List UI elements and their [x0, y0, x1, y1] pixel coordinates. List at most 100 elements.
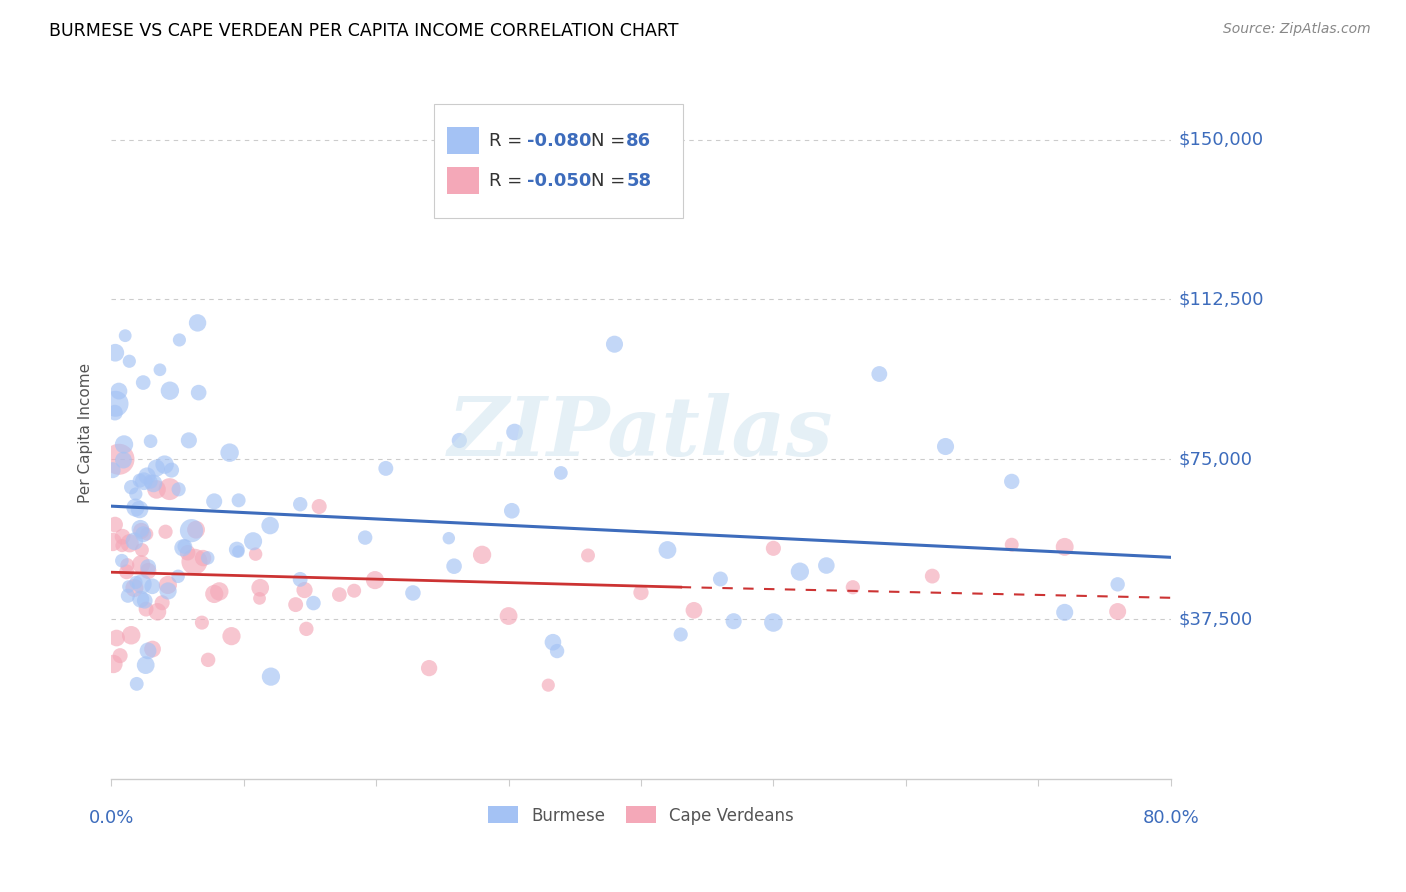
Point	[118, 536, 141, 550]
Point	[709, 572, 731, 586]
Text: Source: ZipAtlas.com: Source: ZipAtlas.com	[1223, 22, 1371, 37]
Point	[418, 661, 440, 675]
Point	[443, 559, 465, 574]
Point	[191, 551, 214, 566]
Point	[815, 558, 838, 573]
Point	[1107, 577, 1129, 591]
Point	[842, 580, 865, 594]
Point	[176, 546, 198, 560]
Text: $75,000: $75,000	[1180, 450, 1253, 468]
Point	[108, 648, 131, 663]
Point	[117, 558, 139, 573]
Point	[149, 363, 172, 377]
Point	[104, 406, 127, 420]
Text: R =: R =	[489, 172, 529, 190]
Point	[167, 569, 190, 583]
Point	[117, 580, 139, 594]
Text: 80.0%: 80.0%	[1142, 809, 1199, 828]
Y-axis label: Per Capita Income: Per Capita Income	[79, 362, 93, 503]
Point	[1001, 475, 1024, 489]
Point	[129, 522, 152, 536]
Point	[868, 367, 890, 381]
Point	[669, 627, 692, 641]
Point	[184, 523, 207, 537]
Text: BURMESE VS CAPE VERDEAN PER CAPITA INCOME CORRELATION CHART: BURMESE VS CAPE VERDEAN PER CAPITA INCOM…	[49, 22, 679, 40]
Point	[228, 493, 250, 508]
Point	[145, 461, 167, 475]
Point	[202, 587, 225, 601]
Point	[146, 605, 169, 619]
Point	[117, 589, 139, 603]
Point	[136, 644, 159, 658]
Point	[132, 527, 155, 541]
Text: -0.050: -0.050	[527, 172, 591, 190]
Point	[118, 354, 141, 368]
Point	[218, 445, 240, 459]
Point	[437, 531, 460, 545]
Point	[125, 677, 148, 691]
Point	[124, 534, 146, 549]
Point	[284, 598, 307, 612]
Text: 0.0%: 0.0%	[89, 809, 134, 828]
Point	[125, 487, 148, 501]
Text: ZIPatlas: ZIPatlas	[449, 392, 834, 473]
Point	[449, 434, 471, 448]
Point	[160, 463, 183, 477]
Point	[302, 596, 325, 610]
Point	[471, 548, 494, 562]
Point	[208, 584, 231, 599]
Point	[789, 565, 811, 579]
Point	[308, 500, 330, 514]
Point	[657, 543, 679, 558]
Point	[104, 517, 127, 532]
Point	[260, 670, 283, 684]
Point	[157, 583, 180, 598]
Point	[1001, 538, 1024, 552]
Text: R =: R =	[489, 132, 529, 150]
Point	[245, 547, 267, 561]
Point	[934, 440, 956, 454]
Point	[498, 609, 520, 624]
Point	[225, 542, 247, 557]
Legend: Burmese, Cape Verdeans: Burmese, Cape Verdeans	[479, 798, 801, 833]
Point	[290, 497, 312, 511]
Point	[111, 554, 134, 568]
Point	[139, 475, 162, 489]
Point	[762, 541, 785, 556]
Text: $112,500: $112,500	[1180, 291, 1264, 309]
Point	[221, 629, 243, 643]
Point	[128, 474, 150, 488]
Point	[187, 316, 209, 330]
Point	[128, 502, 150, 516]
Point	[129, 558, 152, 572]
Point	[131, 543, 153, 558]
Point	[141, 642, 163, 657]
Point	[242, 534, 264, 549]
Point	[101, 463, 124, 477]
Point	[541, 635, 564, 649]
Point	[115, 565, 138, 579]
Point	[288, 573, 311, 587]
Point	[576, 549, 599, 563]
Point	[202, 494, 225, 508]
FancyBboxPatch shape	[434, 103, 683, 218]
Point	[111, 539, 134, 553]
Text: $150,000: $150,000	[1180, 130, 1264, 149]
Point	[125, 575, 148, 590]
Point	[169, 333, 191, 347]
Point	[142, 476, 165, 491]
Point	[180, 524, 202, 538]
Point	[131, 577, 153, 591]
Point	[187, 385, 209, 400]
Point	[343, 583, 366, 598]
Point	[112, 453, 135, 467]
Point	[374, 461, 396, 475]
Point	[603, 337, 626, 351]
Point	[723, 614, 745, 628]
Point	[177, 434, 200, 448]
Point	[104, 345, 127, 359]
Point	[105, 631, 128, 645]
Text: N =: N =	[591, 172, 631, 190]
Point	[132, 474, 155, 488]
Point	[139, 434, 162, 449]
